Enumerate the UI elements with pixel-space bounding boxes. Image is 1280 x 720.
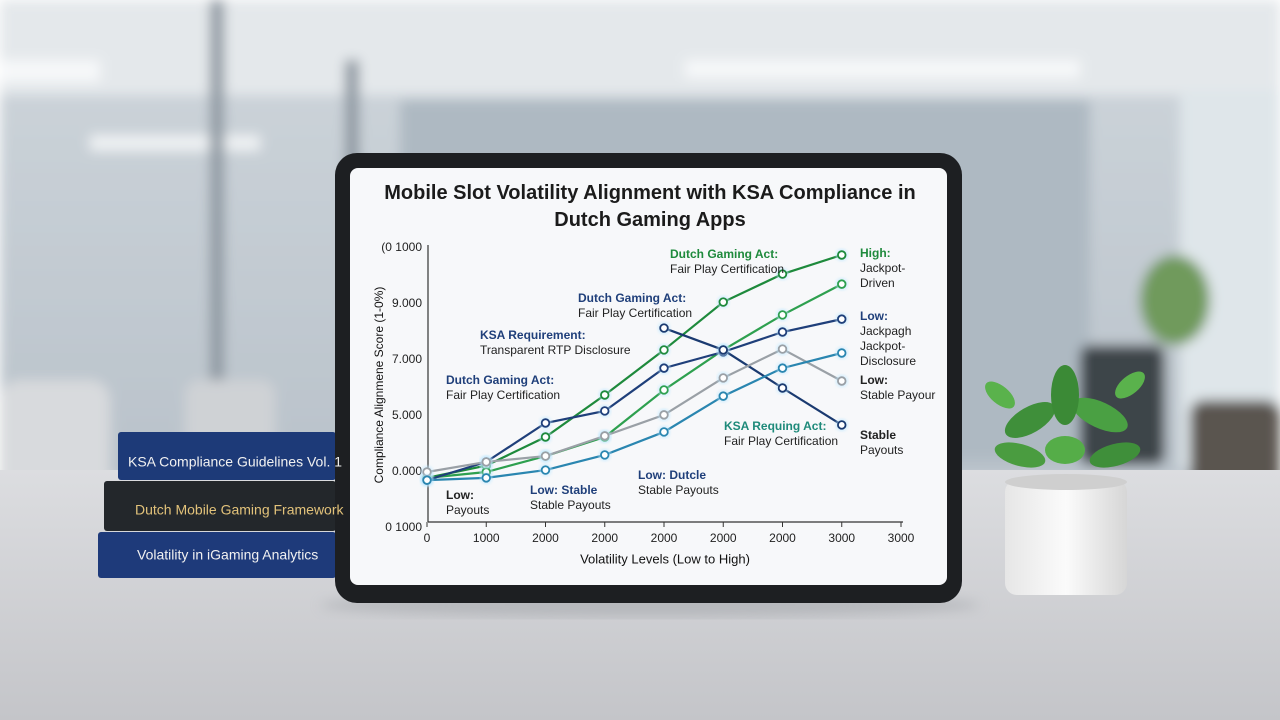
y-tick-label: (0 1000 <box>381 240 422 254</box>
data-point <box>777 383 788 393</box>
y-axis-title: Compliance Alignmene Score (1-0%) <box>372 287 386 484</box>
data-point <box>600 450 610 460</box>
data-point <box>600 406 610 416</box>
data-point <box>481 457 491 467</box>
data-point <box>600 390 610 400</box>
x-tick-label: 2000 <box>591 531 618 545</box>
y-tick-label: 0.000 <box>392 464 422 478</box>
series-line <box>426 283 843 479</box>
x-tick-label: 2000 <box>651 531 678 545</box>
chart-title: Mobile Slot Volatility Alignment with KS… <box>384 182 916 231</box>
y-tick-label: 9.000 <box>392 296 422 310</box>
data-point <box>837 279 847 289</box>
x-tick-label: 1000 <box>473 531 500 545</box>
tablet-screen <box>350 168 947 585</box>
book-title: KSA Compliance Guidelines Vol. 1 <box>128 454 342 470</box>
data-point <box>837 348 847 358</box>
annotation: Low: <box>860 309 888 323</box>
x-tick-label: 3000 <box>888 531 915 545</box>
y-tick-label: 5.000 <box>392 408 422 422</box>
data-point <box>837 250 847 260</box>
data-point <box>659 363 669 373</box>
data-point <box>540 432 551 442</box>
data-point <box>777 310 788 320</box>
annotation: Stable <box>860 428 896 442</box>
annotation: Stable Payouts <box>638 483 719 497</box>
annotation: Transparent RTP Disclosure <box>480 343 631 357</box>
annotation: Jackpot- <box>860 339 905 353</box>
annotation: Stable Payouts <box>530 498 611 512</box>
annotation: Dutch Gaming Act: <box>446 373 554 387</box>
data-point <box>777 363 788 373</box>
annotation: Low: <box>446 488 474 502</box>
annotation: Low: <box>860 373 888 387</box>
annotation: High: <box>860 246 891 260</box>
annotation: Payouts <box>860 443 903 457</box>
data-point <box>540 418 551 428</box>
data-point <box>777 327 788 337</box>
annotation: Stable Payour <box>860 388 935 402</box>
x-tick-label: 2000 <box>710 531 737 545</box>
data-point <box>659 323 669 333</box>
annotation: Fair Play Certification <box>670 262 784 276</box>
annotation: Low: Stable <box>530 483 598 497</box>
data-point <box>659 385 669 395</box>
data-point <box>837 420 847 430</box>
data-point <box>718 297 728 307</box>
annotation: Dutch Gaming Act: <box>578 291 686 305</box>
annotation: Dutch Gaming Act: <box>670 247 778 261</box>
series-line <box>426 318 842 482</box>
annotation: Low: Dutcle <box>638 468 706 482</box>
data-point <box>659 410 669 420</box>
x-tick-label: 2000 <box>769 531 796 545</box>
y-tick-label: 7.000 <box>392 352 422 366</box>
annotation: Fair Play Certification <box>578 306 692 320</box>
data-point <box>777 344 788 354</box>
x-tick-label: 2000 <box>532 531 559 545</box>
y-tick-label: 0 1000 <box>385 520 422 534</box>
annotation: Jackpagh <box>860 324 911 338</box>
series-line <box>426 351 843 482</box>
data-point <box>540 451 551 461</box>
data-point <box>540 465 551 475</box>
series-line <box>663 327 843 426</box>
plant <box>985 365 1145 595</box>
annotation: KSA Requing Act: <box>724 419 826 433</box>
book-title: Volatility in iGaming Analytics <box>137 547 318 563</box>
annotation: KSA Requirement: <box>480 328 586 342</box>
data-point <box>422 475 432 485</box>
data-point <box>718 373 728 383</box>
data-point <box>837 314 847 324</box>
x-tick-label: 0 <box>424 531 431 545</box>
data-point <box>659 345 669 355</box>
data-point <box>837 376 847 386</box>
data-point <box>718 345 728 355</box>
annotation: Disclosure <box>860 354 916 368</box>
annotation: Driven <box>860 276 895 290</box>
annotation: Fair Play Certification <box>446 388 560 402</box>
annotation: Jackpot- <box>860 261 905 275</box>
annotation: Fair Play Certification <box>724 434 838 448</box>
series-line <box>426 347 843 474</box>
x-tick-label: 3000 <box>828 531 855 545</box>
data-point <box>600 431 610 441</box>
data-point <box>659 427 669 437</box>
x-axis-title: Volatility Levels (Low to High) <box>580 551 750 566</box>
data-point <box>481 473 491 483</box>
data-point <box>777 269 788 279</box>
annotation: Payouts <box>446 503 489 517</box>
data-point <box>718 391 728 401</box>
book-title: Dutch Mobile Gaming Framework <box>135 502 345 518</box>
books <box>98 432 336 578</box>
